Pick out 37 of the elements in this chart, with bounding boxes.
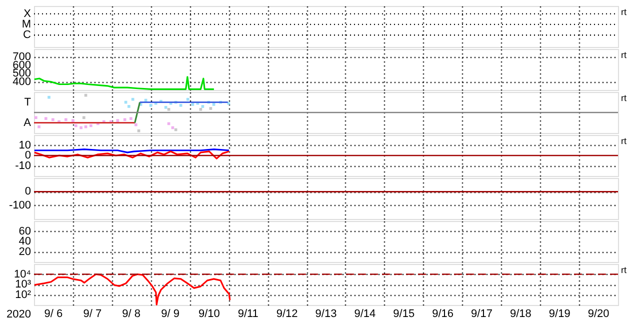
x-tick-label: 9/12: [276, 308, 298, 320]
x-tick-label: 9/ 6: [44, 308, 63, 320]
x-tick-label: 9/11: [238, 308, 258, 320]
x-tick-label: 9/18: [510, 308, 532, 320]
y-tick-label: 0: [24, 186, 31, 198]
text: rt: [621, 7, 627, 17]
x-tick-label: 9/15: [393, 308, 415, 320]
x-tick-label: 9/ 7: [83, 308, 102, 320]
y-tick-label: -10: [15, 160, 31, 172]
y-tick-label: 20: [18, 246, 31, 258]
x-tick-label: 9/17: [471, 308, 492, 320]
text: T: [24, 96, 32, 108]
y-tick-label: 10: [18, 139, 31, 152]
x-tick-label: 9/ 9: [161, 308, 180, 320]
y-tick-label: 0: [24, 150, 31, 162]
text: M: [22, 18, 31, 30]
text: rt: [621, 50, 627, 60]
y-tick-label: 60: [18, 225, 31, 238]
x-tick-label: 9/10: [198, 308, 220, 320]
x-tick-label: 9/20: [588, 308, 610, 320]
y-tick-label: 10³: [15, 278, 32, 290]
text: X: [24, 8, 32, 20]
y-tick-label: 10⁴: [14, 268, 32, 280]
y-tick-label: 10²: [15, 288, 32, 301]
x-tick-label: 9/19: [548, 308, 570, 320]
x-tick-label: 9/ 8: [122, 308, 141, 320]
text: rt: [621, 93, 627, 103]
y-tick-label: 40: [18, 236, 31, 248]
text: rt: [621, 136, 627, 146]
x-tick-label: 9/13: [315, 308, 337, 320]
x-tick-label: 9/16: [432, 308, 454, 320]
text: C: [23, 29, 32, 42]
y-tick-label: -100: [8, 199, 31, 212]
text: rt: [621, 265, 627, 275]
text: A: [24, 116, 32, 129]
x-axis-title: 2020: [6, 308, 31, 320]
x-tick-label: 9/14: [354, 308, 376, 320]
